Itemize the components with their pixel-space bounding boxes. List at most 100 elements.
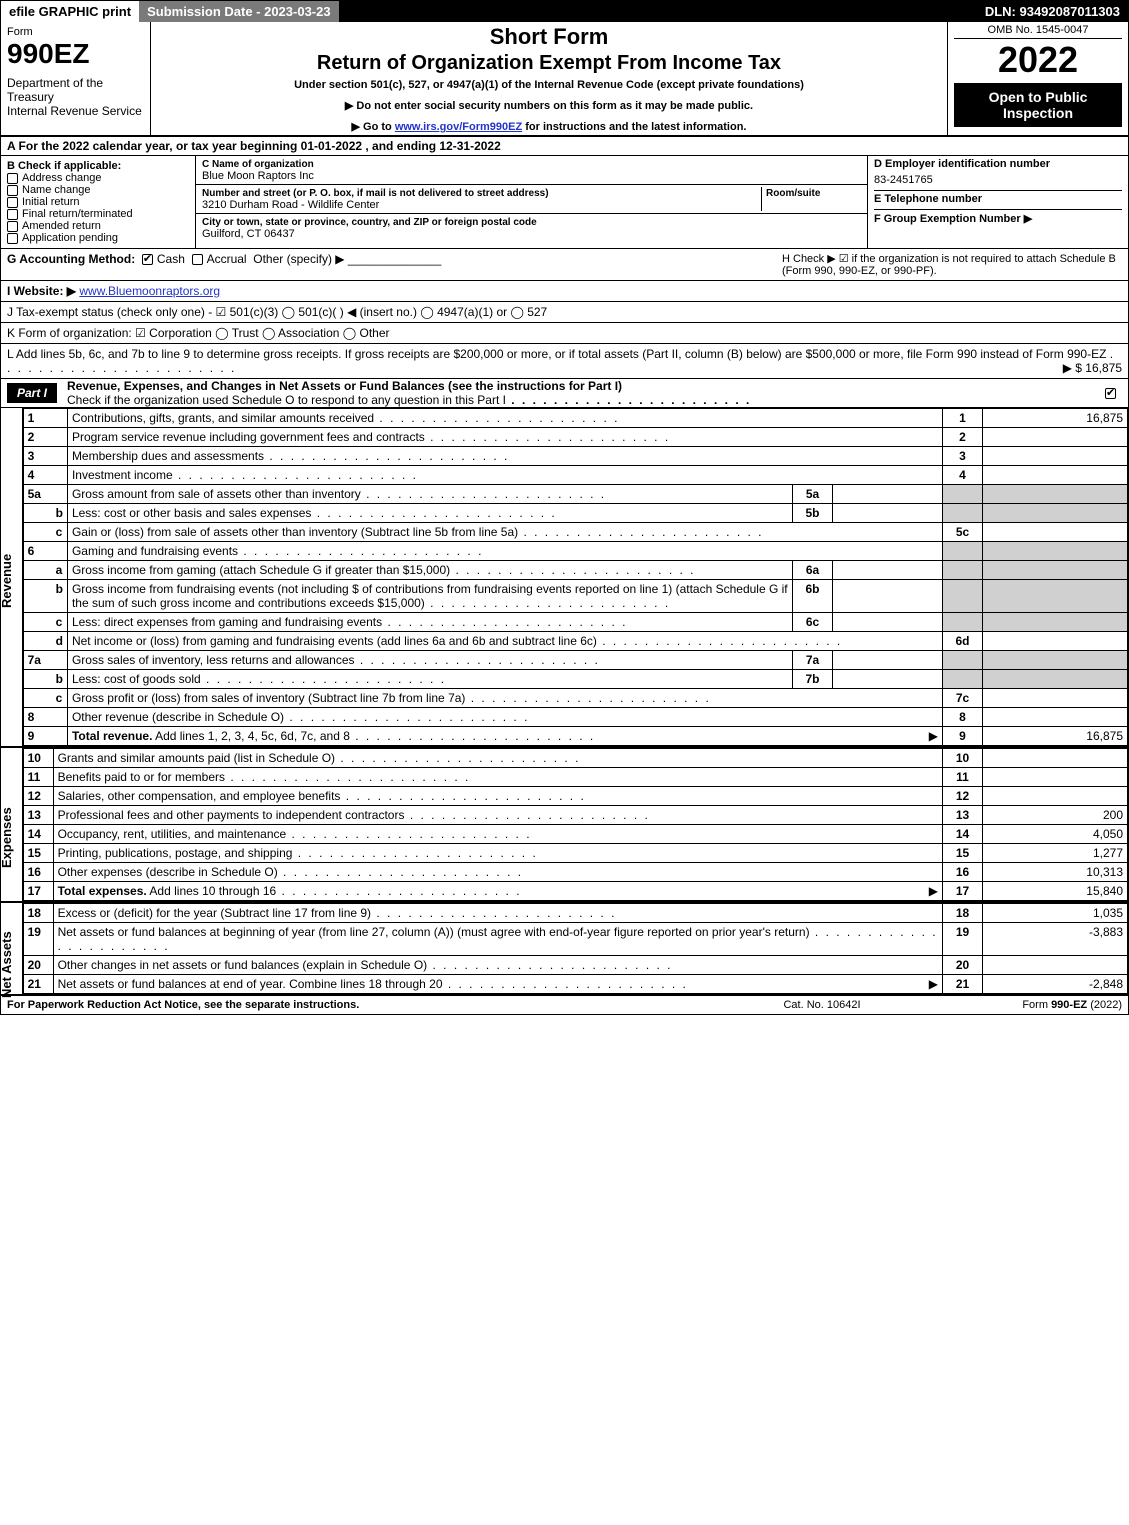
table-row: 3Membership dues and assessments3 [23,447,1127,466]
f-group-label: F Group Exemption Number ▶ [874,213,1032,225]
mid-value [833,580,943,613]
dln-label: DLN: 93492087011303 [977,1,1128,22]
mid-value [833,561,943,580]
right-shade [983,504,1128,523]
mid-line-number: 7b [793,670,833,689]
table-row: 16Other expenses (describe in Schedule O… [23,863,1127,882]
checkbox-cash[interactable] [142,254,153,265]
line-number: 20 [23,956,53,975]
line-desc: Other revenue (describe in Schedule O) [67,708,942,727]
line-number: 5a [23,485,67,504]
line-number: 3 [23,447,67,466]
c-city-label: City or town, state or province, country… [202,217,537,228]
checkbox-name-change[interactable] [7,185,18,196]
checkbox-amended-return[interactable] [7,221,18,232]
table-row: 12Salaries, other compensation, and empl… [23,787,1127,806]
checkbox-address-change[interactable] [7,173,18,184]
mid-value [833,504,943,523]
checkbox-final-return[interactable] [7,209,18,220]
amount-value: 1,035 [983,904,1128,923]
website-link[interactable]: www.Bluemoonraptors.org [79,284,220,298]
form-number: 990EZ [7,38,144,70]
right-line-number: 13 [943,806,983,825]
netassets-sidebar: Net Assets [0,978,14,998]
mid-line-number: 5b [793,504,833,523]
table-row: 10Grants and similar amounts paid (list … [23,749,1127,768]
efile-print-label[interactable]: efile GRAPHIC print [1,1,139,22]
line-desc: Benefits paid to or for members [53,768,942,787]
line-desc: Less: cost of goods sold [67,670,792,689]
footer-right: Form 990-EZ (2022) [922,999,1122,1011]
b-item: Initial return [22,196,79,208]
right-shade [943,485,983,504]
mid-value [833,485,943,504]
amount-value [983,749,1128,768]
line-desc: Gross income from fundraising events (no… [67,580,792,613]
footer: For Paperwork Reduction Act Notice, see … [1,994,1128,1014]
table-row: dNet income or (loss) from gaming and fu… [23,632,1127,651]
section-def: D Employer identification number 83-2451… [868,156,1128,248]
checkbox-application-pending[interactable] [7,233,18,244]
line-number: b [23,670,67,689]
table-row: 18Excess or (deficit) for the year (Subt… [23,904,1127,923]
line-number: c [23,523,67,542]
line-j: J Tax-exempt status (check only one) - ☑… [1,302,1128,323]
table-row: 1Contributions, gifts, grants, and simil… [23,409,1127,428]
line-number: a [23,561,67,580]
c-name-label: C Name of organization [202,159,314,170]
line-desc: Net assets or fund balances at end of ye… [53,975,942,994]
amount-value: 10,313 [983,863,1128,882]
i-label: I Website: ▶ [7,284,76,298]
right-shade [943,670,983,689]
line-desc: Professional fees and other payments to … [53,806,942,825]
right-line-number: 16 [943,863,983,882]
right-line-number: 7c [943,689,983,708]
org-name: Blue Moon Raptors Inc [202,170,314,182]
section-bcd: B Check if applicable: Address change Na… [1,156,1128,249]
room-suite-label: Room/suite [766,188,820,199]
right-shade [983,542,1128,561]
amount-value [983,689,1128,708]
right-line-number: 21 [943,975,983,994]
checkbox-initial-return[interactable] [7,197,18,208]
right-line-number: 3 [943,447,983,466]
table-row: 9Total revenue. Add lines 1, 2, 3, 4, 5c… [23,727,1127,746]
org-city: Guilford, CT 06437 [202,228,295,240]
amount-value: -2,848 [983,975,1128,994]
line-number: 8 [23,708,67,727]
right-line-number: 10 [943,749,983,768]
table-row: aGross income from gaming (attach Schedu… [23,561,1127,580]
checkbox-accrual[interactable] [192,254,203,265]
mid-value [833,651,943,670]
goto-suffix: for instructions and the latest informat… [525,121,746,133]
right-shade [983,580,1128,613]
table-row: cGross profit or (loss) from sales of in… [23,689,1127,708]
line-desc: Gross profit or (loss) from sales of inv… [67,689,942,708]
mid-value [833,670,943,689]
line-number: 19 [23,923,53,956]
netassets-table: 18Excess or (deficit) for the year (Subt… [23,903,1128,994]
right-line-number: 8 [943,708,983,727]
amount-value [983,768,1128,787]
line-desc: Gaming and fundraising events [67,542,942,561]
right-line-number: 2 [943,428,983,447]
line-number: 14 [23,825,53,844]
right-line-number: 20 [943,956,983,975]
irs-link[interactable]: www.irs.gov/Form990EZ [395,121,522,133]
line-number: d [23,632,67,651]
dept-treasury: Department of the Treasury Internal Reve… [7,76,144,118]
right-shade [943,651,983,670]
mid-line-number: 6a [793,561,833,580]
amount-value [983,956,1128,975]
b-item: Address change [22,172,102,184]
return-title: Return of Organization Exempt From Incom… [157,52,941,75]
l-text: L Add lines 5b, 6c, and 7b to line 9 to … [7,347,1106,361]
line-number: 7a [23,651,67,670]
expenses-sidebar: Expenses [0,848,14,868]
amount-value [983,632,1128,651]
right-shade [983,670,1128,689]
checkbox-schedule-o[interactable] [1105,388,1116,399]
amount-value: -3,883 [983,923,1128,956]
form-header: Form 990EZ Department of the Treasury In… [1,22,1128,137]
line-desc: Net assets or fund balances at beginning… [53,923,942,956]
